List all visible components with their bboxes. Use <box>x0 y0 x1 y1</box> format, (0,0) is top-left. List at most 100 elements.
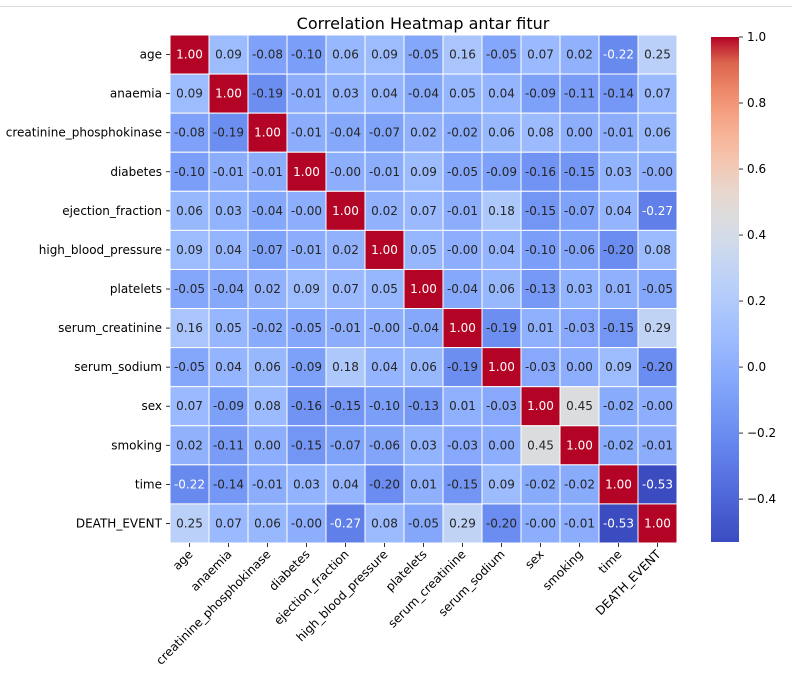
y-tick-label-platelets: platelets <box>110 282 162 296</box>
cell-value-label: -0.07 <box>330 438 361 452</box>
cell-value-label: -0.16 <box>525 165 556 179</box>
cell-value-label: 0.16 <box>449 48 476 62</box>
heatmap-cell-smoking-creatinine_phosphokinase <box>247 425 288 466</box>
cell-value-label: 0.29 <box>449 516 476 530</box>
x-tick-label-time: time <box>596 547 625 576</box>
cell-value-label: 0.03 <box>215 204 242 218</box>
cell-value-label: 0.02 <box>566 48 593 62</box>
cell-value-label: 1.00 <box>176 48 203 62</box>
y-tick-label-ejection_fraction: ejection_fraction <box>62 204 162 218</box>
cell-value-label: -0.02 <box>525 477 556 491</box>
heatmap-cell-high_blood_pressure-ejection_fraction <box>325 229 366 270</box>
cell-value-label: -0.13 <box>525 282 556 296</box>
cell-value-label: 0.03 <box>332 87 359 101</box>
cell-value-label: -0.03 <box>564 321 595 335</box>
cell-value-label: 0.04 <box>605 204 632 218</box>
heatmap-cell-platelets-smoking <box>559 268 600 310</box>
cell-value-label: -0.53 <box>603 516 634 530</box>
heatmap-cell-sex-smoking <box>559 386 600 427</box>
cell-value-label: -0.16 <box>291 399 322 413</box>
cell-value-label: -0.09 <box>525 87 556 101</box>
cell-value-label: -0.05 <box>642 282 673 296</box>
heatmap-cell-ejection_fraction-DEATH_EVENT <box>637 190 678 231</box>
cell-value-label: -0.15 <box>525 204 556 218</box>
cell-value-label: 0.01 <box>527 321 554 335</box>
heatmap-cell-DEATH_EVENT-DEATH_EVENT <box>637 503 678 544</box>
heatmap-cell-platelets-serum_creatinine <box>442 268 483 310</box>
cell-value-label: 1.00 <box>605 477 632 491</box>
x-tick-label-serum_sodium: serum_sodium <box>436 547 508 619</box>
cell-value-label: -0.20 <box>369 477 400 491</box>
cell-value-label: -0.09 <box>291 360 322 374</box>
heatmap-cell-ejection_fraction-high_blood_pressure <box>364 190 405 231</box>
colorbar-tick-label: −0.2 <box>747 426 776 440</box>
heatmap-cell-time-sex <box>520 464 561 505</box>
cell-value-label: -0.00 <box>330 165 361 179</box>
cell-value-label: 0.09 <box>215 48 242 62</box>
heatmap-cell-creatinine_phosphokinase-creatinine_phosphokinase <box>247 112 288 153</box>
heatmap-cell-sex-DEATH_EVENT <box>637 386 678 427</box>
cell-value-label: -0.14 <box>213 477 244 491</box>
heatmap-cell-ejection_fraction-smoking <box>559 190 600 231</box>
cell-value-label: -0.15 <box>603 321 634 335</box>
heatmap-cell-platelets-time <box>598 268 639 310</box>
heatmap-cell-anaemia-smoking <box>559 73 600 114</box>
cell-value-label: 0.06 <box>254 360 281 374</box>
heatmap-cell-DEATH_EVENT-smoking <box>559 503 600 544</box>
cell-value-label: 1.00 <box>410 282 437 296</box>
cell-value-label: 0.09 <box>176 87 203 101</box>
heatmap-cell-sex-diabetes <box>286 386 327 427</box>
cell-value-label: 0.08 <box>644 243 671 257</box>
heatmap-cell-serum_creatinine-creatinine_phosphokinase <box>247 308 288 349</box>
cell-value-label: 0.02 <box>410 126 437 140</box>
cell-value-label: -0.01 <box>252 477 283 491</box>
heatmap-cell-age-anaemia <box>208 34 249 75</box>
x-tick-label-smoking: smoking <box>540 547 586 593</box>
cell-value-label: -0.04 <box>252 204 283 218</box>
cell-value-label: -0.02 <box>564 477 595 491</box>
cell-value-label: -0.04 <box>213 282 244 296</box>
heatmap-cell-time-anaemia <box>208 464 249 505</box>
y-tick-label-diabetes: diabetes <box>110 165 162 179</box>
cell-value-label: -0.02 <box>447 126 478 140</box>
cell-value-label: 0.07 <box>527 48 554 62</box>
x-axis-labels: ageanaemiacreatinine_phosphokinasediabet… <box>153 543 664 668</box>
heatmap-cell-anaemia-ejection_fraction <box>325 73 366 114</box>
heatmap-cell-anaemia-DEATH_EVENT <box>637 73 678 114</box>
cell-value-label: 0.01 <box>410 477 437 491</box>
heatmap-cell-serum_creatinine-platelets <box>403 308 444 349</box>
cell-value-label: 0.06 <box>410 360 437 374</box>
heatmap-cell-time-DEATH_EVENT <box>637 464 678 505</box>
heatmap-cell-time-time <box>598 464 639 505</box>
cell-value-label: -0.05 <box>486 48 517 62</box>
cell-value-label: -0.04 <box>447 282 478 296</box>
y-tick-label-creatinine_phosphokinase: creatinine_phosphokinase <box>6 126 162 140</box>
cell-value-label: -0.08 <box>252 48 283 62</box>
cell-value-label: -0.05 <box>447 165 478 179</box>
cell-value-label: 0.03 <box>293 477 320 491</box>
heatmap-cell-diabetes-serum_creatinine <box>442 151 483 192</box>
x-tick-label-age: age <box>170 547 196 573</box>
cell-value-label: 0.07 <box>410 204 437 218</box>
heatmap-cell-DEATH_EVENT-age <box>169 503 210 544</box>
heatmap-cell-smoking-serum_creatinine <box>442 425 483 466</box>
heatmap-cell-high_blood_pressure-time <box>598 229 639 270</box>
cell-value-label: 1.00 <box>527 399 554 413</box>
cell-value-label: 0.01 <box>605 282 632 296</box>
cell-value-label: -0.01 <box>642 438 673 452</box>
heatmap-cell-high_blood_pressure-high_blood_pressure <box>364 229 405 270</box>
cell-value-label: 0.29 <box>644 321 671 335</box>
colorbar-tick-label: 1.0 <box>747 30 766 44</box>
cell-value-label: -0.01 <box>291 126 322 140</box>
heatmap-cell-smoking-platelets <box>403 425 444 466</box>
cell-value-label: -0.03 <box>447 438 478 452</box>
cell-value-label: -0.02 <box>603 438 634 452</box>
cell-value-label: 0.02 <box>371 204 398 218</box>
cell-value-label: 0.00 <box>566 126 593 140</box>
heatmap-cell-time-platelets <box>403 464 444 505</box>
cell-value-label: 0.05 <box>449 87 476 101</box>
cell-value-label: 0.04 <box>332 477 359 491</box>
cell-value-label: -0.19 <box>213 126 244 140</box>
heatmap-cell-ejection_fraction-ejection_fraction <box>325 190 366 231</box>
cell-value-label: -0.01 <box>291 87 322 101</box>
